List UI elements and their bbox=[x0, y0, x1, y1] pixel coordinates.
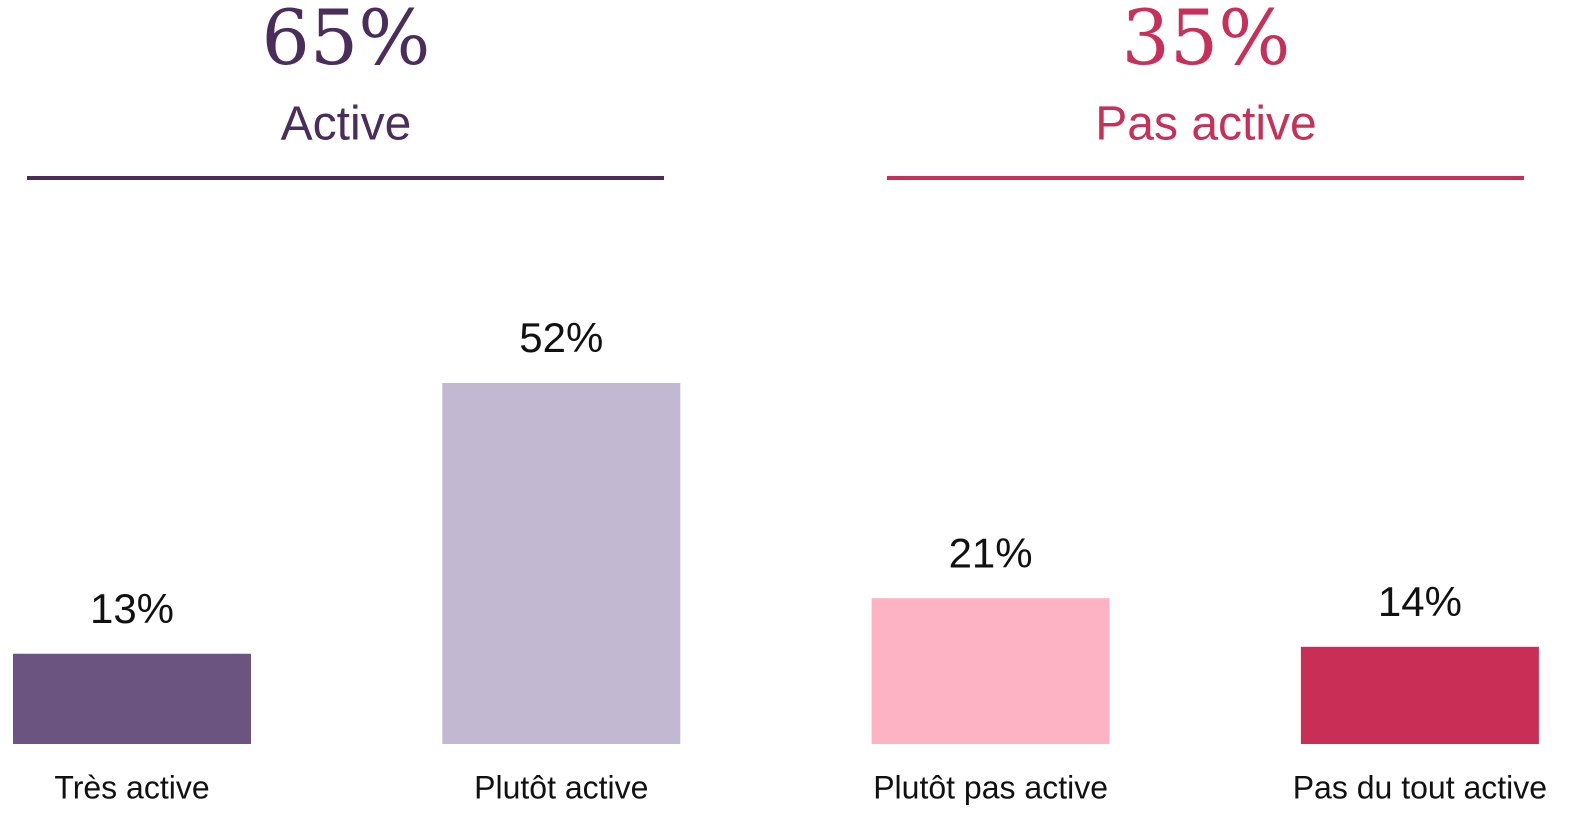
bar bbox=[871, 598, 1110, 744]
category-label: Plutôt pas active bbox=[873, 769, 1108, 805]
value-label: 14% bbox=[1378, 578, 1462, 625]
category-label: Pas du tout active bbox=[1293, 769, 1547, 805]
group-name: Pas active bbox=[1095, 98, 1316, 151]
value-label: 52% bbox=[519, 314, 603, 361]
bar bbox=[442, 383, 681, 744]
category-label: Plutôt active bbox=[474, 769, 648, 805]
category-label: Très active bbox=[54, 769, 209, 805]
value-label: 13% bbox=[90, 585, 174, 632]
group-total: 35% bbox=[1122, 0, 1291, 82]
bar bbox=[13, 653, 251, 744]
group-name: Active bbox=[281, 98, 412, 151]
group-total: 65% bbox=[262, 0, 431, 82]
value-label: 21% bbox=[949, 529, 1033, 576]
bar bbox=[1300, 646, 1539, 744]
